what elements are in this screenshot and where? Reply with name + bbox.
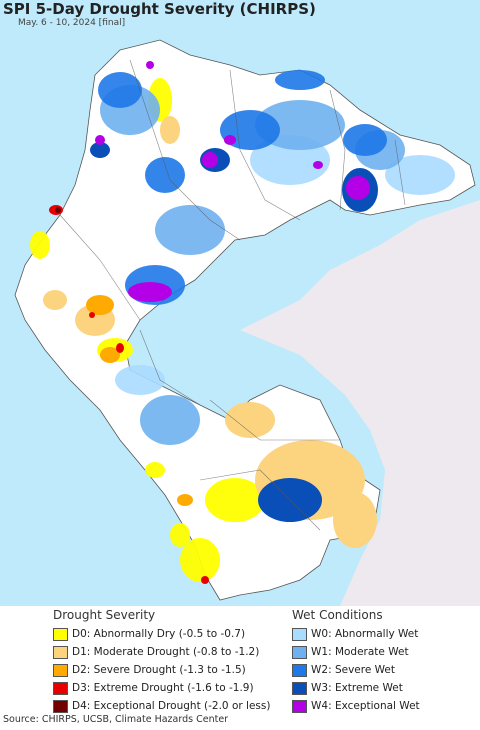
swatch-w2 <box>292 663 307 677</box>
map-subtitle: May. 6 - 10, 2024 [final] <box>18 18 126 28</box>
legend-item-d0: D0: Abnormally Dry (-0.5 to -0.7) <box>53 625 270 643</box>
legend-label-d4: D4: Exceptional Drought (-2.0 or less) <box>72 700 271 712</box>
swatch-w4 <box>292 699 307 713</box>
swatch-d1 <box>53 645 68 659</box>
swatch-w3 <box>292 681 307 695</box>
swatch-w0 <box>292 627 307 641</box>
swatch-d3 <box>53 681 68 695</box>
legend-item-d4: D4: Exceptional Drought (-2.0 or less) <box>53 697 270 715</box>
map-title: SPI 5-Day Drought Severity (CHIRPS) <box>3 0 316 18</box>
wet-legend: Wet Conditions W0: Abnormally Wet W1: Mo… <box>292 608 420 715</box>
legend-label-d2: D2: Severe Drought (-1.3 to -1.5) <box>72 664 246 676</box>
admin-borders <box>59 59 406 531</box>
swatch-w1 <box>292 645 307 659</box>
legend-label-d1: D1: Moderate Drought (-0.8 to -1.2) <box>72 646 260 658</box>
legend-label-w3: W3: Extreme Wet <box>311 682 403 694</box>
swatch-d2 <box>53 663 68 677</box>
legend-item-w4: W4: Exceptional Wet <box>292 697 420 715</box>
land-outside-region <box>240 200 480 606</box>
legend-item-d1: D1: Moderate Drought (-0.8 to -1.2) <box>53 643 270 661</box>
drought-legend-heading: Drought Severity <box>53 608 156 622</box>
legend-item-d2: D2: Severe Drought (-1.3 to -1.5) <box>53 661 270 679</box>
legend-item-w0: W0: Abnormally Wet <box>292 625 420 643</box>
drought-map <box>0 0 480 606</box>
drought-legend: Drought Severity D0: Abnormally Dry (-0.… <box>53 608 270 715</box>
legend-item-d3: D3: Extreme Drought (-1.6 to -1.9) <box>53 679 270 697</box>
legend-label-w1: W1: Moderate Wet <box>311 646 409 658</box>
source-credit: Source: CHIRPS, UCSB, Climate Hazards Ce… <box>3 714 229 725</box>
legend-label-d3: D3: Extreme Drought (-1.6 to -1.9) <box>72 682 254 694</box>
swatch-d4 <box>53 699 68 713</box>
d4-areas <box>55 207 61 213</box>
legend: Drought Severity D0: Abnormally Dry (-0.… <box>0 606 480 715</box>
d2-areas <box>86 295 193 506</box>
legend-item-w2: W2: Severe Wet <box>292 661 420 679</box>
wet-legend-heading: Wet Conditions <box>292 608 383 622</box>
d0-areas <box>30 78 265 582</box>
legend-item-w1: W1: Moderate Wet <box>292 643 420 661</box>
legend-item-w3: W3: Extreme Wet <box>292 679 420 697</box>
legend-label-d0: D0: Abnormally Dry (-0.5 to -0.7) <box>72 628 246 640</box>
legend-label-w2: W2: Severe Wet <box>311 664 395 676</box>
w4-areas <box>95 61 370 302</box>
legend-label-w4: W4: Exceptional Wet <box>311 700 420 712</box>
swatch-d0 <box>53 627 68 641</box>
legend-label-w0: W0: Abnormally Wet <box>311 628 419 640</box>
